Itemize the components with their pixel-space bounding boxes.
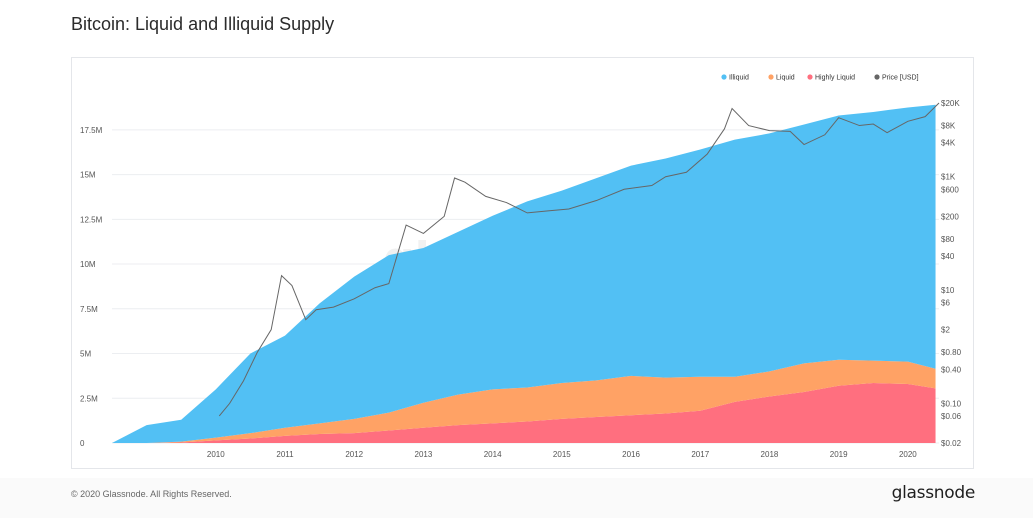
- area-highly-liquid: [112, 383, 936, 443]
- y-right-tick-label: $0.40: [941, 365, 962, 374]
- area-illiquid: [112, 104, 936, 443]
- legend-label: Price [USD]: [882, 75, 919, 82]
- copyright-text: © 2020 Glassnode. All Rights Reserved.: [71, 489, 232, 499]
- x-tick-label: 2012: [345, 450, 363, 459]
- x-tick-label: 2018: [761, 450, 779, 459]
- x-tick-label: 2016: [622, 450, 640, 459]
- x-tick-label: 2015: [553, 450, 571, 459]
- y-right-tick-label: $20K: [941, 99, 960, 108]
- x-tick-label: 2011: [276, 450, 294, 459]
- chart-card: glassnode02.5M5M7.5M10M12.5M15M17.5M2010…: [71, 57, 974, 469]
- y-right-tick-label: $0.80: [941, 348, 962, 357]
- legend-label: Illiquid: [729, 75, 749, 82]
- y-right-tick-label: $0.02: [941, 439, 962, 448]
- legend-label: Highly Liquid: [815, 75, 855, 82]
- y-right-tick-label: $1K: [941, 173, 956, 182]
- price-line: [218, 102, 940, 417]
- legend-swatch: [874, 74, 880, 80]
- legend-swatch: [768, 74, 774, 80]
- y-right-tick-label: $8K: [941, 122, 956, 131]
- y-right-tick-label: $10: [941, 286, 955, 295]
- chart-svg: glassnode02.5M5M7.5M10M12.5M15M17.5M2010…: [80, 74, 962, 459]
- x-tick-label: 2017: [691, 450, 709, 459]
- x-tick-label: 2014: [484, 450, 502, 459]
- x-tick-label: 2020: [899, 450, 917, 459]
- y-right-tick-label: $80: [941, 235, 955, 244]
- y-right-tick-label: $6: [941, 299, 950, 308]
- x-tick-label: 2019: [830, 450, 848, 459]
- page-title: Bitcoin: Liquid and Illiquid Supply: [71, 14, 335, 34]
- y-right-tick-label: $4K: [941, 139, 956, 148]
- y-right-tick-label: $0.06: [941, 412, 962, 421]
- y-left-tick-label: 12.5M: [80, 215, 103, 224]
- y-left-tick-label: 7.5M: [80, 305, 98, 314]
- x-tick-label: 2010: [207, 450, 225, 459]
- y-right-tick-label: $2: [941, 326, 950, 335]
- legend-swatch: [721, 74, 727, 80]
- y-right-tick-label: $0.10: [941, 399, 962, 408]
- y-left-tick-label: 10M: [80, 260, 96, 269]
- legend-label: Liquid: [776, 75, 795, 82]
- y-right-tick-label: $200: [941, 212, 959, 221]
- y-left-tick-label: 2.5M: [80, 394, 98, 403]
- y-left-tick-label: 15M: [80, 171, 96, 180]
- y-left-tick-label: 0: [80, 439, 85, 448]
- y-right-tick-label: $600: [941, 185, 959, 194]
- x-tick-label: 2013: [415, 450, 433, 459]
- legend-swatch: [807, 74, 813, 80]
- y-left-tick-label: 5M: [80, 350, 91, 359]
- brand-logo[interactable]: glassnode: [891, 483, 976, 503]
- y-right-tick-label: $40: [941, 252, 955, 261]
- footer: © 2020 Glassnode. All Rights Reserved. g…: [0, 478, 1033, 518]
- area-liquid: [112, 359, 936, 443]
- y-left-tick-label: 17.5M: [80, 126, 103, 135]
